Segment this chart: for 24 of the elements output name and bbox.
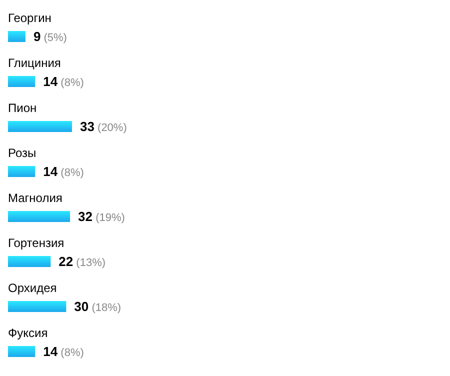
y-tick-label: Гортензия: [8, 236, 64, 250]
data-label: 33 (20%): [80, 119, 127, 134]
data-label: 32 (19%): [78, 209, 125, 224]
bar: [8, 31, 26, 42]
y-tick-label: Глициния: [8, 56, 61, 70]
data-label: 22 (13%): [58, 254, 106, 269]
bar: [8, 76, 36, 87]
data-label: 14 (8%): [43, 344, 84, 359]
y-tick-label: Магнолия: [8, 191, 62, 205]
bar: [8, 301, 66, 312]
data-label: 9 (5%): [33, 29, 67, 44]
y-tick-label: Георгин: [8, 11, 52, 25]
bar: [8, 211, 70, 222]
y-tick-label: Пион: [8, 101, 37, 115]
bar: [8, 121, 72, 132]
y-tick-label: Фуксия: [8, 326, 48, 340]
y-tick-label: Орхидея: [8, 281, 57, 295]
bar: [8, 256, 51, 267]
y-tick-label: Розы: [8, 146, 36, 160]
bar: [8, 346, 36, 357]
data-label: 14 (8%): [43, 164, 84, 179]
data-label: 14 (8%): [43, 74, 84, 89]
bar: [8, 166, 36, 177]
data-label: 30 (18%): [74, 299, 122, 314]
